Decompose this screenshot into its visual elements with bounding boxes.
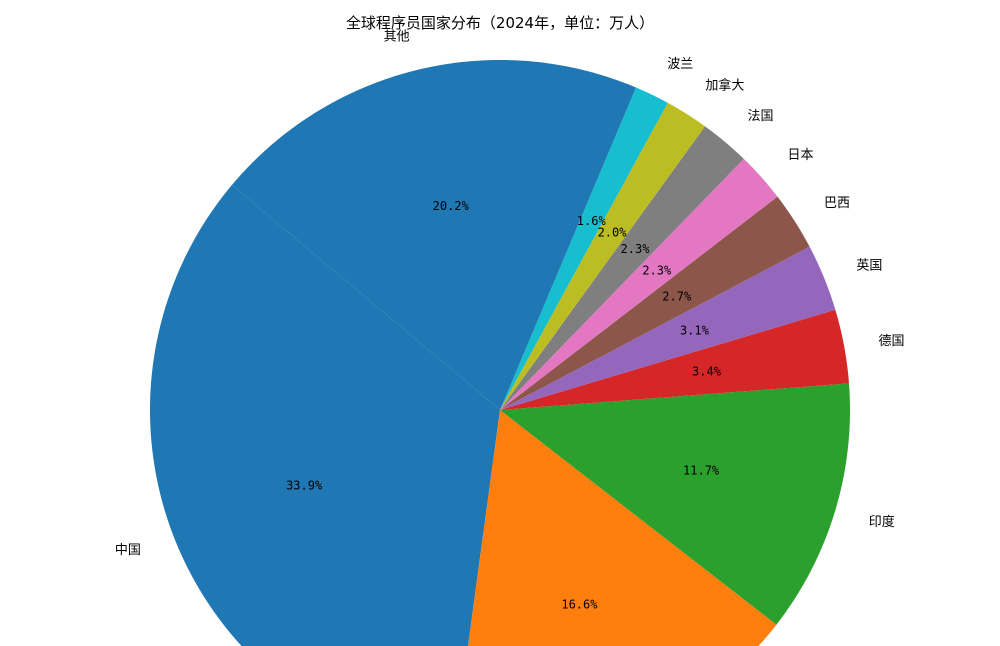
pie-slice	[500, 383, 850, 625]
slice-percent-label: 1.6%	[577, 214, 607, 228]
slice-category-label: 加拿大	[705, 77, 744, 93]
slice-category-label: 印度	[869, 514, 895, 530]
pie-slice	[468, 410, 777, 646]
slice-category-label: 德国	[879, 334, 905, 349]
pie-slice	[500, 87, 668, 410]
slice-percent-label: 11.7%	[683, 463, 720, 477]
slice-category-label: 中国	[115, 543, 141, 558]
pie-slice	[231, 60, 636, 410]
slice-category-label: 巴西	[824, 196, 850, 211]
pie-slice	[500, 126, 744, 410]
slice-category-label: 其他	[384, 30, 410, 45]
slice-percent-label: 16.6%	[561, 597, 598, 611]
slice-percent-label: 2.0%	[598, 225, 628, 239]
slice-percent-label: 2.7%	[662, 290, 692, 304]
slice-category-label: 英国	[856, 258, 882, 273]
pie-slice	[500, 158, 778, 410]
slice-percent-label: 3.1%	[680, 324, 710, 338]
chart-title: 全球程序员国家分布（2024年，单位：万人）	[346, 14, 654, 32]
slice-percent-label: 2.3%	[621, 242, 651, 256]
slice-percent-label: 2.3%	[642, 263, 672, 277]
slice-percent-label: 33.9%	[286, 479, 323, 493]
pie-slice	[500, 309, 849, 410]
slice-category-label: 日本	[787, 148, 813, 163]
slice-percent-label: 20.2%	[433, 199, 470, 213]
slice-category-label: 波兰	[667, 57, 693, 72]
slice-percent-label: 3.4%	[692, 365, 722, 379]
pie-slice	[500, 246, 836, 410]
pie-slice	[150, 185, 500, 646]
pie-slice	[500, 102, 705, 410]
pie-slice	[500, 196, 810, 410]
slice-category-label: 法国	[747, 109, 773, 124]
